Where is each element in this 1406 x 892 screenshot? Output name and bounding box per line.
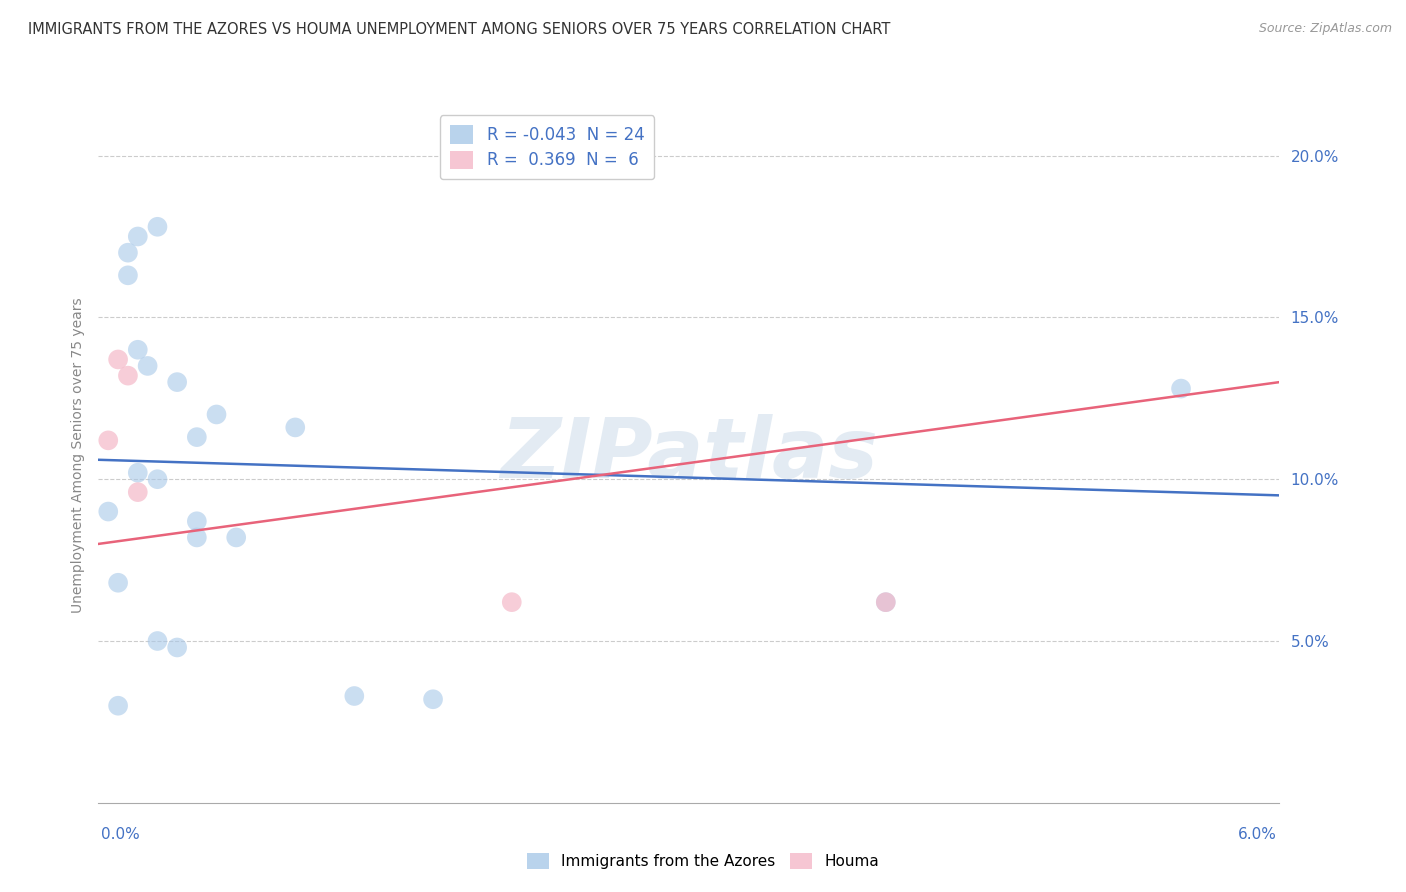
Point xyxy=(166,375,188,389)
Text: 6.0%: 6.0% xyxy=(1237,827,1277,841)
Point xyxy=(875,595,897,609)
Point xyxy=(97,504,120,518)
Point xyxy=(343,689,366,703)
Point xyxy=(107,698,129,713)
Point xyxy=(1170,382,1192,396)
Point xyxy=(117,268,139,283)
Point xyxy=(107,575,129,590)
Point xyxy=(97,434,120,448)
Text: 0.0%: 0.0% xyxy=(101,827,141,841)
Point xyxy=(284,420,307,434)
Point xyxy=(107,352,129,367)
Point xyxy=(127,229,149,244)
Point xyxy=(225,531,247,545)
Point xyxy=(117,245,139,260)
Point xyxy=(422,692,444,706)
Point xyxy=(875,595,897,609)
Legend: Immigrants from the Azores, Houma: Immigrants from the Azores, Houma xyxy=(522,847,884,875)
Y-axis label: Unemployment Among Seniors over 75 years: Unemployment Among Seniors over 75 years xyxy=(70,297,84,613)
Point xyxy=(146,472,169,486)
Point xyxy=(186,430,208,444)
Point xyxy=(501,595,523,609)
Point xyxy=(205,408,228,422)
Point xyxy=(146,634,169,648)
Point xyxy=(127,466,149,480)
Point xyxy=(186,514,208,528)
Point xyxy=(127,343,149,357)
Point xyxy=(136,359,159,373)
Legend: R = -0.043  N = 24, R =  0.369  N =  6: R = -0.043 N = 24, R = 0.369 N = 6 xyxy=(440,115,654,179)
Point xyxy=(166,640,188,655)
Text: Source: ZipAtlas.com: Source: ZipAtlas.com xyxy=(1258,22,1392,36)
Point xyxy=(146,219,169,234)
Text: IMMIGRANTS FROM THE AZORES VS HOUMA UNEMPLOYMENT AMONG SENIORS OVER 75 YEARS COR: IMMIGRANTS FROM THE AZORES VS HOUMA UNEM… xyxy=(28,22,890,37)
Point xyxy=(186,531,208,545)
Point xyxy=(127,485,149,500)
Point xyxy=(117,368,139,383)
Text: ZIPatlas: ZIPatlas xyxy=(501,415,877,495)
